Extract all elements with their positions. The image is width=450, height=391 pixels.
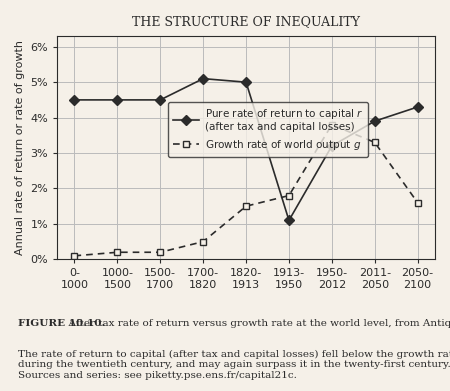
Growth rate of world output $g$: [158, 250, 163, 255]
Growth rate of world output $g$: [72, 253, 77, 258]
Pure rate of return to capital $r$
(after tax and capital losses): [243, 80, 249, 84]
Growth rate of world output $g$: [372, 140, 378, 145]
Pure rate of return to capital $r$
(after tax and capital losses): [286, 218, 292, 223]
Pure rate of return to capital $r$
(after tax and capital losses): [415, 105, 420, 109]
Growth rate of world output $g$: [415, 200, 420, 205]
Pure rate of return to capital $r$
(after tax and capital losses): [115, 97, 120, 102]
Pure rate of return to capital $r$
(after tax and capital losses): [158, 97, 163, 102]
Pure rate of return to capital $r$
(after tax and capital losses): [72, 97, 77, 102]
Line: Growth rate of world output $g$: Growth rate of world output $g$: [71, 121, 421, 259]
Growth rate of world output $g$: [286, 193, 292, 198]
Text: The rate of return to capital (after tax and capital losses) fell below the grow: The rate of return to capital (after tax…: [18, 350, 450, 380]
Growth rate of world output $g$: [243, 204, 249, 208]
Pure rate of return to capital $r$
(after tax and capital losses): [329, 143, 334, 148]
Pure rate of return to capital $r$
(after tax and capital losses): [372, 119, 378, 124]
Line: Pure rate of return to capital $r$
(after tax and capital losses): Pure rate of return to capital $r$ (afte…: [71, 75, 421, 224]
Text: FIGURE 10.10.: FIGURE 10.10.: [18, 319, 105, 328]
Growth rate of world output $g$: [115, 250, 120, 255]
Growth rate of world output $g$: [200, 239, 206, 244]
Title: THE STRUCTURE OF INEQUALITY: THE STRUCTURE OF INEQUALITY: [132, 15, 360, 28]
Growth rate of world output $g$: [329, 122, 334, 127]
Y-axis label: Annual rate of return or rate of growth: Annual rate of return or rate of growth: [15, 40, 25, 255]
Text: After tax rate of return versus growth rate at the world level, from Antiquity u: After tax rate of return versus growth r…: [62, 319, 450, 328]
Legend: Pure rate of return to capital $r$
(after tax and capital losses), Growth rate o: Pure rate of return to capital $r$ (afte…: [168, 102, 369, 157]
Pure rate of return to capital $r$
(after tax and capital losses): [200, 76, 206, 81]
